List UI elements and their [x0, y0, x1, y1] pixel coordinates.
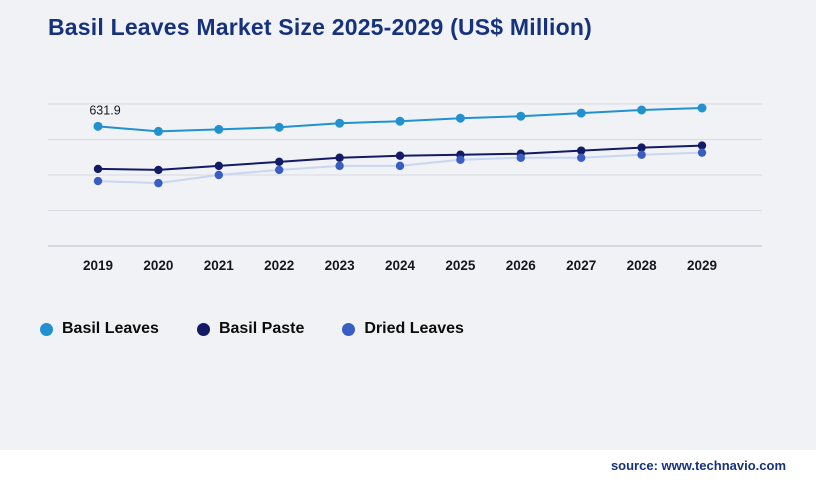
marker-basil-leaves: [455, 113, 465, 123]
marker-basil-paste: [335, 153, 344, 162]
series-basil-leaves: [93, 103, 707, 136]
x-tick-label: 2026: [506, 258, 537, 273]
marker-basil-leaves: [335, 118, 345, 128]
legend-label-dried-leaves: Dried Leaves: [364, 320, 464, 337]
source-text: source: www.technavio.com: [610, 457, 786, 473]
marker-basil-leaves: [93, 121, 103, 131]
x-tick-label: 2022: [264, 258, 294, 273]
marker-basil-leaves: [697, 103, 707, 113]
marker-dried-leaves: [154, 178, 163, 188]
marker-basil-leaves: [153, 126, 163, 136]
legend-dot-basil-paste: [196, 322, 210, 336]
marker-basil-paste: [154, 165, 163, 175]
x-tick-label: 2020: [143, 258, 173, 273]
marker-dried-leaves: [577, 153, 586, 162]
x-tick-label: 2025: [445, 258, 476, 273]
legend-item-basil-leaves: Basil Leaves: [40, 320, 159, 338]
chart-legend: Basil Leaves Basil Paste Dried Leaves: [40, 320, 464, 338]
x-tick-label: 2019: [83, 258, 113, 273]
marker-dried-leaves: [395, 161, 405, 171]
marker-dried-leaves: [93, 176, 103, 186]
legend-dot-basil-leaves: [40, 322, 53, 336]
footer: source: www.technavio.com: [0, 450, 816, 480]
x-tick-label: 2021: [204, 258, 235, 273]
marker-dried-leaves: [456, 155, 465, 164]
marker-basil-leaves: [214, 124, 224, 134]
marker-basil-paste: [697, 141, 707, 150]
legend-label-basil-paste: Basil Paste: [218, 320, 305, 337]
marker-dried-leaves: [516, 153, 525, 162]
marker-basil-leaves: [395, 116, 405, 126]
legend-label-basil-leaves: Basil Leaves: [62, 320, 159, 337]
x-tick-label: 2023: [325, 258, 356, 273]
marker-basil-leaves: [637, 105, 647, 115]
marker-basil-paste: [577, 146, 586, 155]
data-label: 631.9: [89, 103, 120, 117]
x-tick-label: 2027: [566, 258, 596, 273]
marker-dried-leaves: [275, 165, 284, 175]
marker-basil-paste: [93, 164, 103, 174]
x-tick-label: 2029: [687, 258, 717, 273]
marker-dried-leaves: [335, 161, 344, 171]
marker-basil-paste: [214, 161, 223, 171]
legend-dot-dried-leaves: [342, 322, 356, 336]
marker-dried-leaves: [697, 148, 707, 157]
marker-basil-leaves: [516, 111, 526, 121]
marker-basil-paste: [275, 157, 284, 167]
marker-basil-paste: [637, 143, 646, 152]
marker-dried-leaves: [637, 150, 646, 159]
market-chart: 2019 2020 2021 2022 2023 2024 2025 2026 2027 2028…: [48, 103, 762, 273]
legend-item-dried-leaves: Dried Leaves: [342, 320, 464, 338]
legend-item-basil-paste: Basil Paste: [196, 320, 305, 338]
marker-basil-leaves: [274, 122, 284, 132]
marker-dried-leaves: [214, 170, 223, 180]
x-tick-label: 2028: [627, 258, 658, 273]
marker-basil-leaves: [576, 108, 586, 118]
page-title: Basil Leaves Market Size 2025-2029 (US$ …: [48, 14, 592, 40]
x-tick-label: 2024: [385, 258, 416, 273]
marker-basil-paste: [395, 151, 405, 160]
series-dried-leaves: [93, 148, 707, 188]
